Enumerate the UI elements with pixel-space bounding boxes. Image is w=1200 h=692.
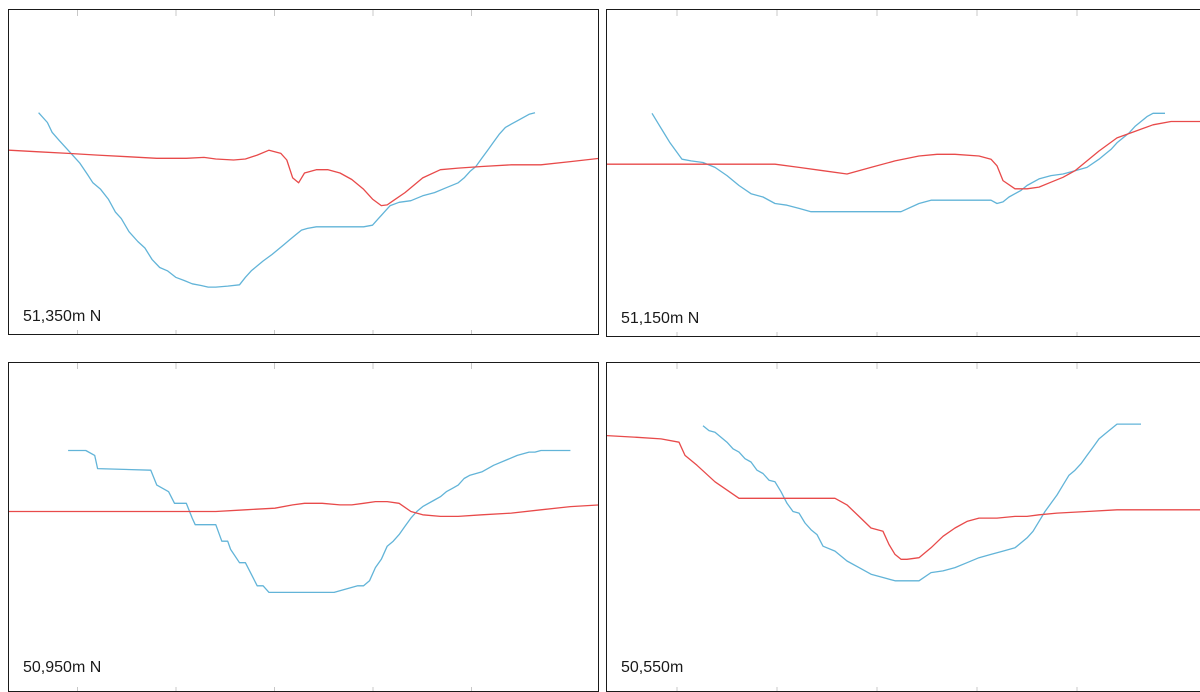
- red-profile-line: [607, 434, 1200, 560]
- section-plot: [607, 363, 1200, 691]
- axis-ticks: [77, 363, 472, 691]
- section-label: 51,150m N: [619, 310, 702, 328]
- section-label: 50,550m: [619, 659, 686, 677]
- red-profile-line: [9, 149, 598, 207]
- blue-profile-line: [702, 423, 1141, 582]
- axis-ticks: [676, 10, 1078, 336]
- section-plot: [607, 10, 1200, 336]
- section-plot: [9, 10, 598, 334]
- blue-profile-line: [651, 112, 1165, 213]
- blue-profile-line: [68, 449, 571, 594]
- red-profile-line: [607, 120, 1200, 190]
- section-chart-51350: 51,350m N: [8, 9, 599, 335]
- red-profile-line: [9, 500, 598, 518]
- section-chart-51150: 51,150m N: [606, 9, 1200, 337]
- section-label: 51,350m N: [21, 308, 104, 326]
- section-chart-50550: 50,550m: [606, 362, 1200, 692]
- section-plot: [9, 363, 598, 691]
- section-label: 50,950m N: [21, 659, 104, 677]
- blue-profile-line: [38, 112, 536, 288]
- axis-ticks: [676, 363, 1078, 691]
- axis-ticks: [77, 10, 472, 334]
- section-chart-50950: 50,950m N: [8, 362, 599, 692]
